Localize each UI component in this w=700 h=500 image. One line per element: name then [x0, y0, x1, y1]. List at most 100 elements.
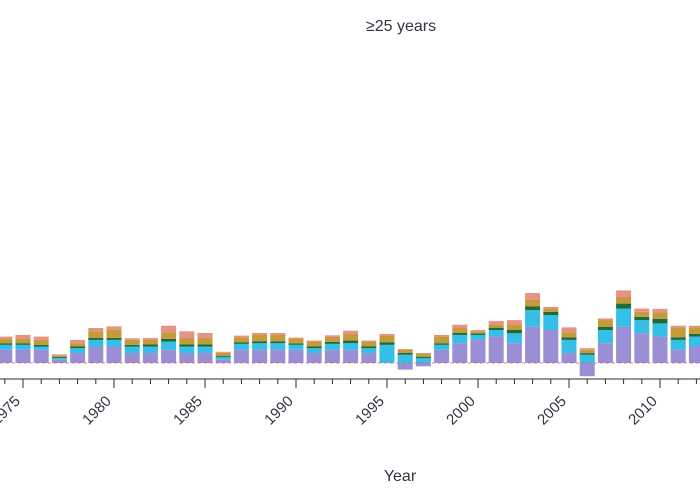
bar-stack	[197, 332, 213, 363]
bar-segment	[343, 349, 359, 363]
bar-segment	[415, 353, 431, 357]
bar-segment	[415, 356, 431, 359]
bar-segment	[288, 343, 304, 345]
bar-segment	[161, 341, 177, 350]
bar-segment	[142, 344, 158, 347]
bar-segment	[397, 352, 413, 355]
bar-segment	[543, 306, 559, 309]
bar-segment	[0, 338, 13, 344]
bar-segment	[361, 341, 377, 347]
bar-segment	[179, 344, 195, 347]
bar-segment	[652, 308, 668, 313]
bar-segment	[634, 316, 650, 321]
bar-stack	[161, 325, 177, 363]
bar-segment	[33, 346, 49, 350]
bar-stack	[670, 325, 686, 363]
bar-segment	[670, 339, 686, 350]
bar-segment	[688, 336, 700, 347]
x-tick-label: 2005	[534, 393, 570, 429]
bar-segment	[452, 324, 468, 329]
bar-segment	[142, 339, 158, 345]
x-tick-label: 1980	[79, 393, 115, 429]
bar-stack	[415, 353, 431, 367]
bar-segment	[179, 337, 195, 345]
bar-segment	[452, 332, 468, 335]
bar-segment	[197, 344, 213, 347]
bar-segment	[434, 343, 450, 345]
bar-segment	[670, 349, 686, 363]
bar-segment	[597, 320, 613, 327]
bar-segment-negative	[579, 363, 595, 377]
bar-segment	[106, 329, 122, 338]
bar-segment	[252, 343, 268, 350]
bar-stack	[379, 333, 395, 363]
bar-segment	[379, 342, 395, 345]
bar-segment	[324, 341, 340, 344]
bar-segment	[561, 353, 577, 363]
bar-segment	[124, 339, 140, 345]
bar-stack	[634, 308, 650, 363]
bar-segment	[452, 328, 468, 333]
bar-segment	[616, 303, 632, 309]
bar-segment	[252, 334, 268, 342]
bar-segment	[51, 357, 67, 359]
bar-segment	[561, 332, 577, 338]
bar-segment	[15, 349, 31, 363]
bar-stack	[233, 335, 249, 363]
bar-segment	[197, 332, 213, 338]
bar-segment	[233, 335, 249, 338]
bar-segment	[506, 325, 522, 330]
bar-segment	[215, 359, 231, 363]
bar-segment	[525, 293, 541, 300]
bar-segment	[306, 348, 322, 354]
bar-segment	[270, 349, 286, 363]
bar-segment	[379, 344, 395, 363]
bar-segment	[579, 348, 595, 350]
bar-segment	[324, 336, 340, 342]
bar-segment	[361, 353, 377, 363]
bar-stack	[70, 339, 86, 363]
bar-segment	[324, 349, 340, 363]
bar-segment	[397, 354, 413, 363]
bar-segment	[525, 299, 541, 307]
bar-segment	[543, 311, 559, 316]
bar-stack	[306, 340, 322, 363]
bar-segment	[88, 337, 104, 340]
bar-segment	[70, 353, 86, 363]
bar-segment	[652, 336, 668, 363]
bar-segment	[415, 358, 431, 363]
bar-segment	[252, 332, 268, 335]
bar-segment	[579, 354, 595, 363]
bar-segment	[452, 334, 468, 344]
bar-segment	[361, 348, 377, 354]
bar-segment	[688, 327, 700, 334]
bar-segment	[434, 336, 450, 344]
bar-segment	[252, 349, 268, 363]
bar-segment	[33, 344, 49, 347]
x-tick-labels: 1975 1980 1985 1990 1995 2000 2005 2010	[0, 393, 661, 429]
bar-segment	[397, 349, 413, 353]
bar-segment	[597, 330, 613, 344]
bar-segment	[15, 338, 31, 344]
bar-segment	[15, 334, 31, 339]
bar-segment	[179, 346, 195, 354]
bar-segment	[688, 333, 700, 337]
bar-segment	[324, 335, 340, 337]
bar-segment	[434, 334, 450, 337]
bar-segment	[324, 343, 340, 350]
bar-segment	[106, 326, 122, 330]
x-tick-label: 1990	[261, 393, 297, 429]
bar-segment	[270, 343, 286, 350]
bar-segment	[488, 321, 504, 325]
bar-segment	[634, 308, 650, 312]
bar-stack	[270, 332, 286, 363]
bar-segment	[597, 326, 613, 330]
bar-segment	[88, 331, 104, 338]
bar-stack	[142, 337, 158, 363]
bar-stack	[324, 335, 340, 363]
bar-segment	[215, 352, 231, 357]
bar-segment	[197, 346, 213, 354]
bar-segment	[634, 311, 650, 317]
bar-stack	[452, 324, 468, 363]
bar-segment	[288, 338, 304, 344]
